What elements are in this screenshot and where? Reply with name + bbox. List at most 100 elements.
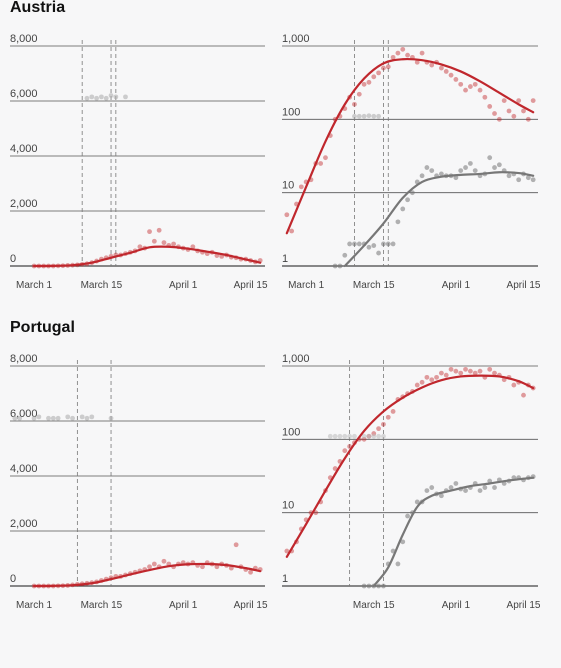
data-point: [323, 155, 328, 161]
data-point: [356, 241, 362, 247]
data-point: [352, 101, 357, 107]
y-tick-label: 0: [10, 253, 16, 265]
data-point: [381, 421, 386, 427]
y-tick-label: 8,000: [10, 353, 38, 365]
x-tick-label: April 15: [507, 600, 541, 611]
data-point: [419, 50, 425, 56]
data-point: [381, 583, 386, 589]
y-tick-label: 2,000: [10, 198, 38, 210]
data-point: [395, 50, 401, 56]
data-point: [438, 65, 444, 71]
data-point: [496, 162, 502, 168]
data-point: [438, 171, 444, 177]
portugal-linear-chart: 0 2,000 4,000 6,000 8,000 March 1 March 15 Apri…: [10, 353, 268, 611]
y-tick-label: 1: [282, 573, 288, 585]
data-point: [414, 382, 420, 388]
data-point: [84, 415, 90, 421]
data-point: [516, 177, 522, 183]
y-tick-label: 1,000: [282, 33, 310, 45]
y-tick-label: 2,000: [10, 518, 38, 530]
data-point: [156, 227, 162, 233]
data-point: [233, 542, 239, 548]
y-tick-label: 4,000: [10, 463, 38, 475]
data-point: [89, 94, 95, 100]
data-point: [342, 448, 348, 454]
data-point: [248, 569, 253, 575]
data-point: [171, 241, 176, 247]
data-point: [361, 583, 367, 589]
data-point: [424, 165, 430, 170]
data-point: [410, 190, 415, 196]
data-point: [482, 485, 488, 490]
x-tick-label: April 15: [234, 600, 268, 611]
data-point: [108, 415, 114, 421]
data-point: [390, 409, 396, 414]
x-tick-label: April 1: [442, 280, 471, 291]
data-point: [492, 370, 497, 376]
data-point: [337, 263, 343, 269]
data-point: [511, 113, 517, 119]
data-point: [395, 219, 401, 225]
data-point: [381, 65, 386, 71]
data-point: [414, 499, 420, 505]
data-point: [506, 173, 512, 179]
data-point: [501, 98, 507, 104]
data-point: [424, 488, 430, 493]
data-point: [438, 493, 444, 499]
data-point: [525, 175, 531, 181]
data-point: [284, 548, 290, 554]
x-tick-label: March 1: [288, 280, 325, 291]
y-tick-label: 10: [282, 180, 294, 192]
data-point: [405, 197, 410, 203]
data-point: [337, 433, 343, 439]
data-point: [55, 415, 61, 421]
data-point: [46, 415, 51, 421]
x-tick-label: March 15: [353, 280, 395, 291]
data-point: [381, 241, 386, 247]
data-point: [429, 377, 435, 383]
data-point: [525, 116, 531, 122]
data-point: [477, 488, 483, 493]
data-point: [371, 243, 377, 248]
data-point: [487, 366, 493, 372]
data-point: [36, 414, 42, 420]
data-point: [453, 481, 459, 486]
data-point: [366, 583, 372, 589]
y-tick-label: 100: [282, 426, 300, 438]
data-point: [361, 113, 367, 119]
data-point: [492, 485, 497, 490]
y-tick-label: 6,000: [10, 88, 38, 100]
data-point: [371, 74, 377, 80]
data-point: [429, 485, 435, 490]
data-point: [361, 81, 367, 87]
data-point: [385, 64, 391, 70]
x-tick-label: April 15: [507, 280, 541, 291]
y-tick-label: 4,000: [10, 143, 38, 155]
data-point: [376, 426, 382, 432]
country-title-austria: Austria: [10, 0, 66, 16]
data-point: [472, 168, 478, 173]
data-point: [419, 173, 425, 179]
data-point: [103, 95, 109, 101]
data-point: [477, 368, 483, 374]
data-point: [352, 433, 357, 439]
data-point: [147, 229, 152, 235]
data-point: [89, 414, 95, 420]
data-point: [12, 415, 18, 421]
data-point: [400, 539, 406, 545]
data-point: [390, 241, 396, 247]
data-point: [161, 240, 167, 246]
data-point: [381, 433, 386, 439]
data-point: [405, 513, 410, 519]
x-tick-label: April 15: [234, 280, 268, 291]
data-point: [137, 244, 143, 250]
data-point: [487, 104, 493, 109]
data-point: [318, 161, 324, 166]
x-tick-label: March 15: [81, 600, 123, 611]
data-point: [458, 168, 464, 173]
data-point: [17, 415, 23, 421]
austria-linear-chart: 0 2,000 4,000 6,000 8,000 March 1 March 15 Apri…: [10, 33, 268, 291]
data-point: [366, 113, 372, 119]
trend-line: [372, 476, 535, 588]
data-point: [352, 113, 357, 119]
